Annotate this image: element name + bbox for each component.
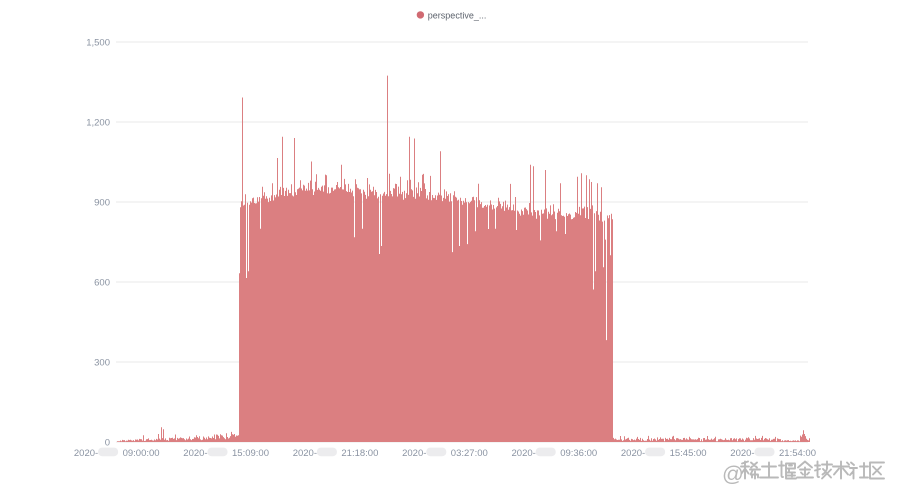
svg-text:09:00:00: 09:00:00 — [123, 448, 160, 459]
svg-text:600: 600 — [94, 277, 110, 288]
svg-text:2020-: 2020- — [512, 448, 536, 459]
svg-text:15:09:00: 15:09:00 — [232, 448, 269, 459]
svg-text:21:54:00: 21:54:00 — [779, 448, 816, 459]
svg-text:09:36:00: 09:36:00 — [560, 448, 597, 459]
svg-text:2020-: 2020- — [74, 448, 98, 459]
svg-text:900: 900 — [94, 197, 110, 208]
svg-text:2020-: 2020- — [402, 448, 426, 459]
svg-text:03:27:00: 03:27:00 — [451, 448, 488, 459]
svg-text:1,200: 1,200 — [86, 117, 110, 128]
svg-text:21:18:00: 21:18:00 — [341, 448, 378, 459]
svg-text:2020-: 2020- — [183, 448, 207, 459]
svg-text:2020-: 2020- — [730, 448, 754, 459]
svg-text:15:45:00: 15:45:00 — [670, 448, 707, 459]
svg-text:perspective_...: perspective_... — [428, 10, 487, 20]
svg-text:0: 0 — [105, 437, 110, 448]
svg-text:@: @ — [722, 462, 744, 486]
svg-text:2020-: 2020- — [293, 448, 317, 459]
svg-text:300: 300 — [94, 357, 110, 368]
svg-text:1,500: 1,500 — [86, 37, 110, 48]
svg-text:2020-: 2020- — [621, 448, 645, 459]
